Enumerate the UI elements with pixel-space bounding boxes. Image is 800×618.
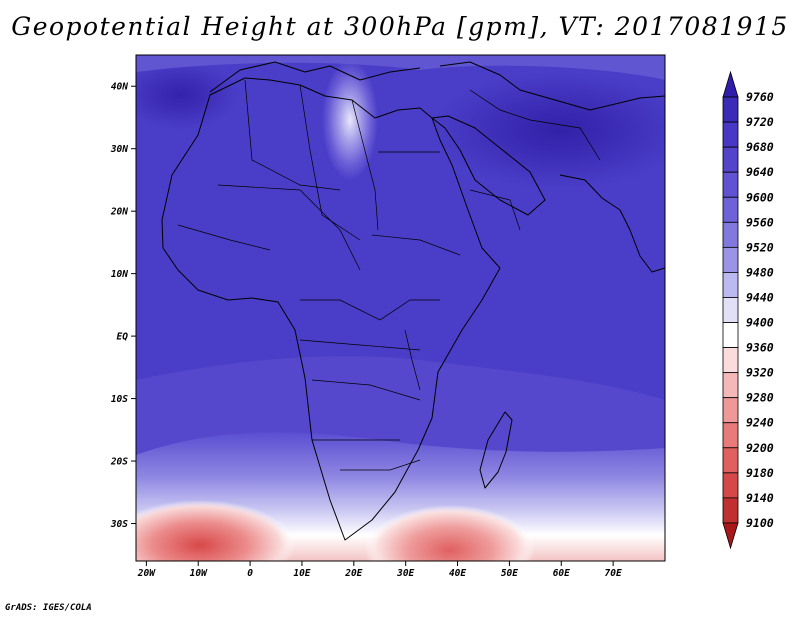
y-tick-label: EQ bbox=[117, 332, 129, 343]
colorbar-swatch bbox=[722, 272, 739, 298]
colorbar-swatch bbox=[722, 497, 739, 524]
y-tick-label: 30S bbox=[110, 519, 128, 530]
y-tick-label: 40N bbox=[111, 82, 128, 93]
arabia-coastline bbox=[431, 115, 546, 216]
colorbar-label: 9560 bbox=[746, 215, 774, 229]
colorbar-swatch bbox=[722, 297, 739, 323]
colorbar-swatch bbox=[722, 196, 739, 223]
border bbox=[177, 224, 271, 251]
border bbox=[299, 84, 361, 241]
y-tick-label: 10N bbox=[111, 269, 128, 280]
colorbar-label: 9440 bbox=[746, 290, 774, 304]
colorbar-swatch bbox=[722, 221, 739, 248]
x-tick-label: 50E bbox=[501, 568, 518, 579]
colorbar-swatch bbox=[722, 121, 739, 148]
border bbox=[311, 379, 421, 401]
height-field bbox=[136, 55, 665, 561]
colorbar-label: 9640 bbox=[746, 165, 774, 179]
x-tick-label: 0 bbox=[247, 568, 253, 579]
field-band-north bbox=[136, 55, 665, 80]
border bbox=[340, 459, 421, 471]
border bbox=[299, 339, 421, 351]
colorbar-swatch bbox=[722, 447, 739, 474]
asia-coastline bbox=[439, 61, 665, 111]
mediterranean-coastline bbox=[209, 61, 421, 93]
colorbar-swatch bbox=[722, 96, 739, 123]
colorbar-swatch bbox=[722, 372, 739, 399]
field-trough bbox=[322, 60, 378, 180]
border bbox=[469, 189, 521, 231]
y-tick-label: 10S bbox=[111, 394, 128, 405]
border bbox=[371, 234, 461, 256]
colorbar-swatch bbox=[722, 146, 739, 173]
colorbar-swatch bbox=[722, 522, 739, 550]
x-tick-label: 10W bbox=[190, 568, 208, 579]
field-high-southeast bbox=[365, 505, 535, 561]
map-frame bbox=[135, 54, 666, 562]
colorbar-swatch bbox=[722, 472, 739, 499]
colorbar-swatch bbox=[722, 322, 739, 348]
colorbar-swatch bbox=[722, 171, 739, 198]
india-coastline bbox=[559, 174, 665, 273]
colorbar-swatch bbox=[722, 246, 739, 273]
map-title: Geopotential Height at 300hPa [gpm], VT:… bbox=[11, 12, 789, 41]
colorbar-label: 9520 bbox=[746, 240, 774, 254]
y-tick-label: 20S bbox=[110, 457, 128, 468]
madagascar-coastline bbox=[479, 411, 513, 489]
border bbox=[217, 184, 361, 271]
border bbox=[469, 89, 531, 121]
border bbox=[404, 329, 421, 391]
colorbar-label: 9100 bbox=[746, 516, 774, 530]
grads-credit: GrADS: IGES/COLA bbox=[5, 603, 92, 613]
colorbar-label: 9140 bbox=[746, 491, 774, 505]
colorbar-swatch bbox=[722, 70, 739, 98]
colorbar-label: 9240 bbox=[746, 416, 774, 430]
colorbar-swatch bbox=[722, 422, 739, 449]
x-axis: 20W 10W 0 10E 20E 30E 40E 50E 60E 70E bbox=[137, 561, 622, 579]
field-anticyclone-west bbox=[136, 60, 240, 130]
colorbar-label: 9280 bbox=[746, 391, 774, 405]
border bbox=[529, 119, 601, 161]
x-tick-label: 20W bbox=[137, 568, 156, 579]
colorbar-label: 9400 bbox=[746, 316, 774, 330]
x-tick-label: 40E bbox=[449, 568, 466, 579]
border bbox=[351, 99, 379, 231]
country-borders bbox=[177, 79, 601, 471]
colorbar-label: 9680 bbox=[746, 140, 774, 154]
colorbar-swatch bbox=[722, 397, 739, 424]
y-axis: 40N 30N 20N 10N EQ 10S 20S 30S bbox=[110, 82, 136, 530]
y-tick-label: 20N bbox=[110, 207, 128, 218]
x-tick-label: 70E bbox=[605, 568, 622, 579]
colorbar-label: 9600 bbox=[746, 190, 774, 204]
x-tick-label: 60E bbox=[553, 568, 570, 579]
colorbar-label: 9720 bbox=[746, 115, 774, 129]
x-tick-label: 30E bbox=[396, 568, 414, 579]
y-tick-label: 30N bbox=[110, 144, 128, 155]
colorbar-label: 9180 bbox=[746, 466, 774, 480]
border bbox=[300, 299, 440, 321]
colorbar-label: 9480 bbox=[746, 265, 774, 279]
border bbox=[244, 79, 341, 191]
colorbar-label: 9320 bbox=[746, 366, 774, 380]
colorbar-swatch bbox=[722, 347, 739, 374]
colorbar-label: 9200 bbox=[746, 441, 774, 455]
colorbar-label: 9360 bbox=[746, 341, 774, 355]
field-anticyclone-east bbox=[430, 70, 665, 190]
field-high-southwest bbox=[136, 500, 295, 561]
colorbar: 9760 9720 9680 9640 9600 9560 9520 9480 9440 9400… bbox=[722, 70, 774, 550]
x-tick-label: 20E bbox=[344, 568, 362, 579]
colorbar-label: 9760 bbox=[746, 90, 774, 104]
x-tick-label: 10E bbox=[293, 568, 310, 579]
